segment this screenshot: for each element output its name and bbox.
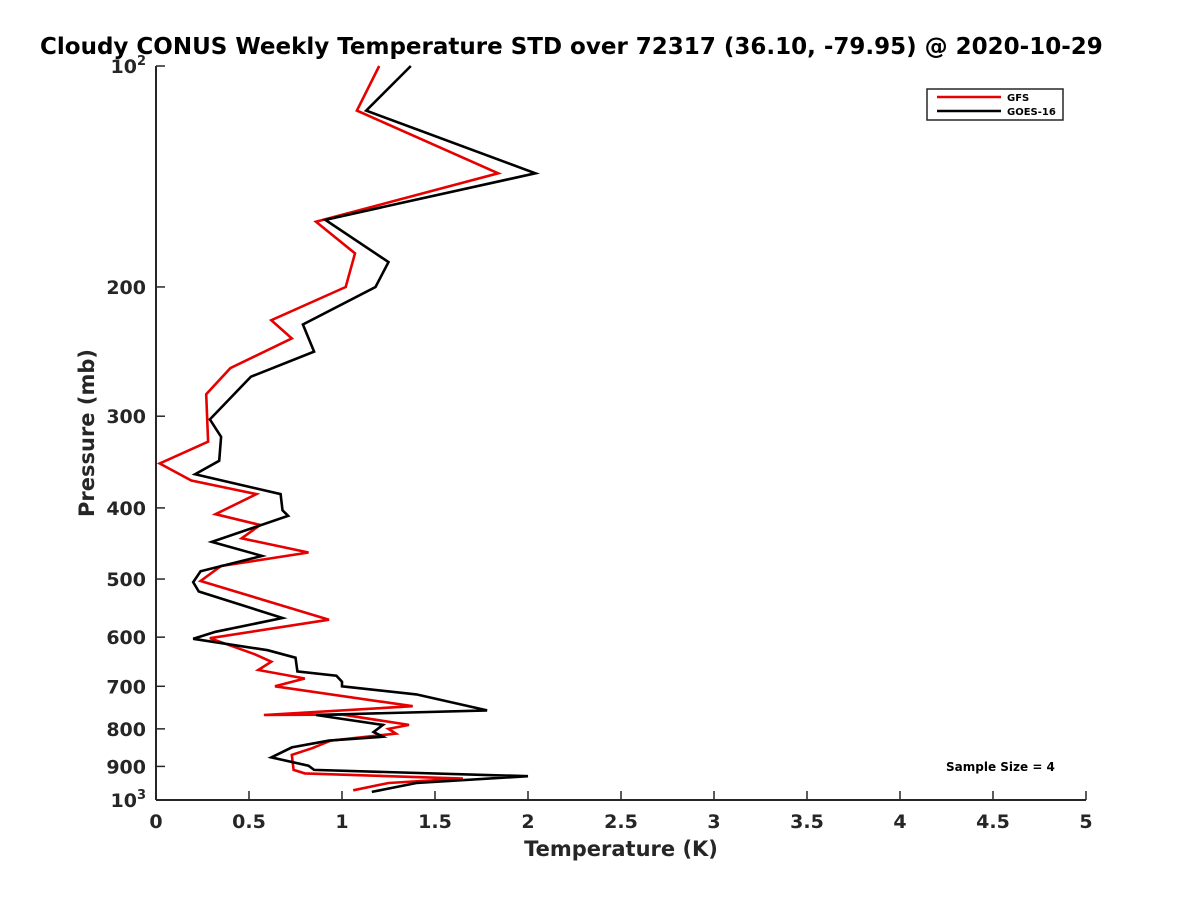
x-tick-label: 1 [335,811,348,833]
sample-size-annotation: Sample Size = 4 [946,760,1055,774]
y-tick-label: 500 [106,569,146,591]
legend-label-goes16: GOES-16 [1007,107,1056,118]
y-tick-label: 103 [111,788,147,812]
y-tick-label: 300 [106,406,146,428]
y-tick-label: 102 [111,54,147,78]
y-tick-label: 700 [106,676,146,698]
x-ticks: 0 0.5 1 1.5 2 2.5 3 3.5 4 4.5 5 [149,791,1093,833]
y-tick-label: 800 [106,719,146,741]
y-tick-label: 400 [106,498,146,520]
x-tick-label: 3.5 [790,811,824,833]
series-line-gfs [156,65,503,792]
y-tick-label: 200 [106,277,146,299]
legend-box [926,88,1064,121]
series-line-goes16 [191,65,540,794]
x-tick-label: 3 [707,811,720,833]
x-tick-label: 2.5 [604,811,638,833]
x-tick-label: 0.5 [232,811,266,833]
y-ticks: 102 200 300 400 500 600 700 800 900 103 [106,54,165,812]
x-tick-label: 1.5 [418,811,452,833]
x-tick-label: 2 [521,811,534,833]
x-tick-label: 4.5 [976,811,1010,833]
y-tick-label: 600 [106,627,146,649]
legend: GFS GOES-16 [926,88,1064,121]
y-tick-label: 900 [106,756,146,778]
legend-label-gfs: GFS [1007,93,1029,104]
x-tick-label: 0 [149,811,162,833]
x-tick-label: 5 [1079,811,1092,833]
y-axis-label: Pressure (mb) [75,349,99,517]
x-axis-label: Temperature (K) [524,837,718,861]
x-tick-label: 4 [893,811,906,833]
chart-title: Cloudy CONUS Weekly Temperature STD over… [40,34,1103,60]
series-layer [156,65,540,794]
